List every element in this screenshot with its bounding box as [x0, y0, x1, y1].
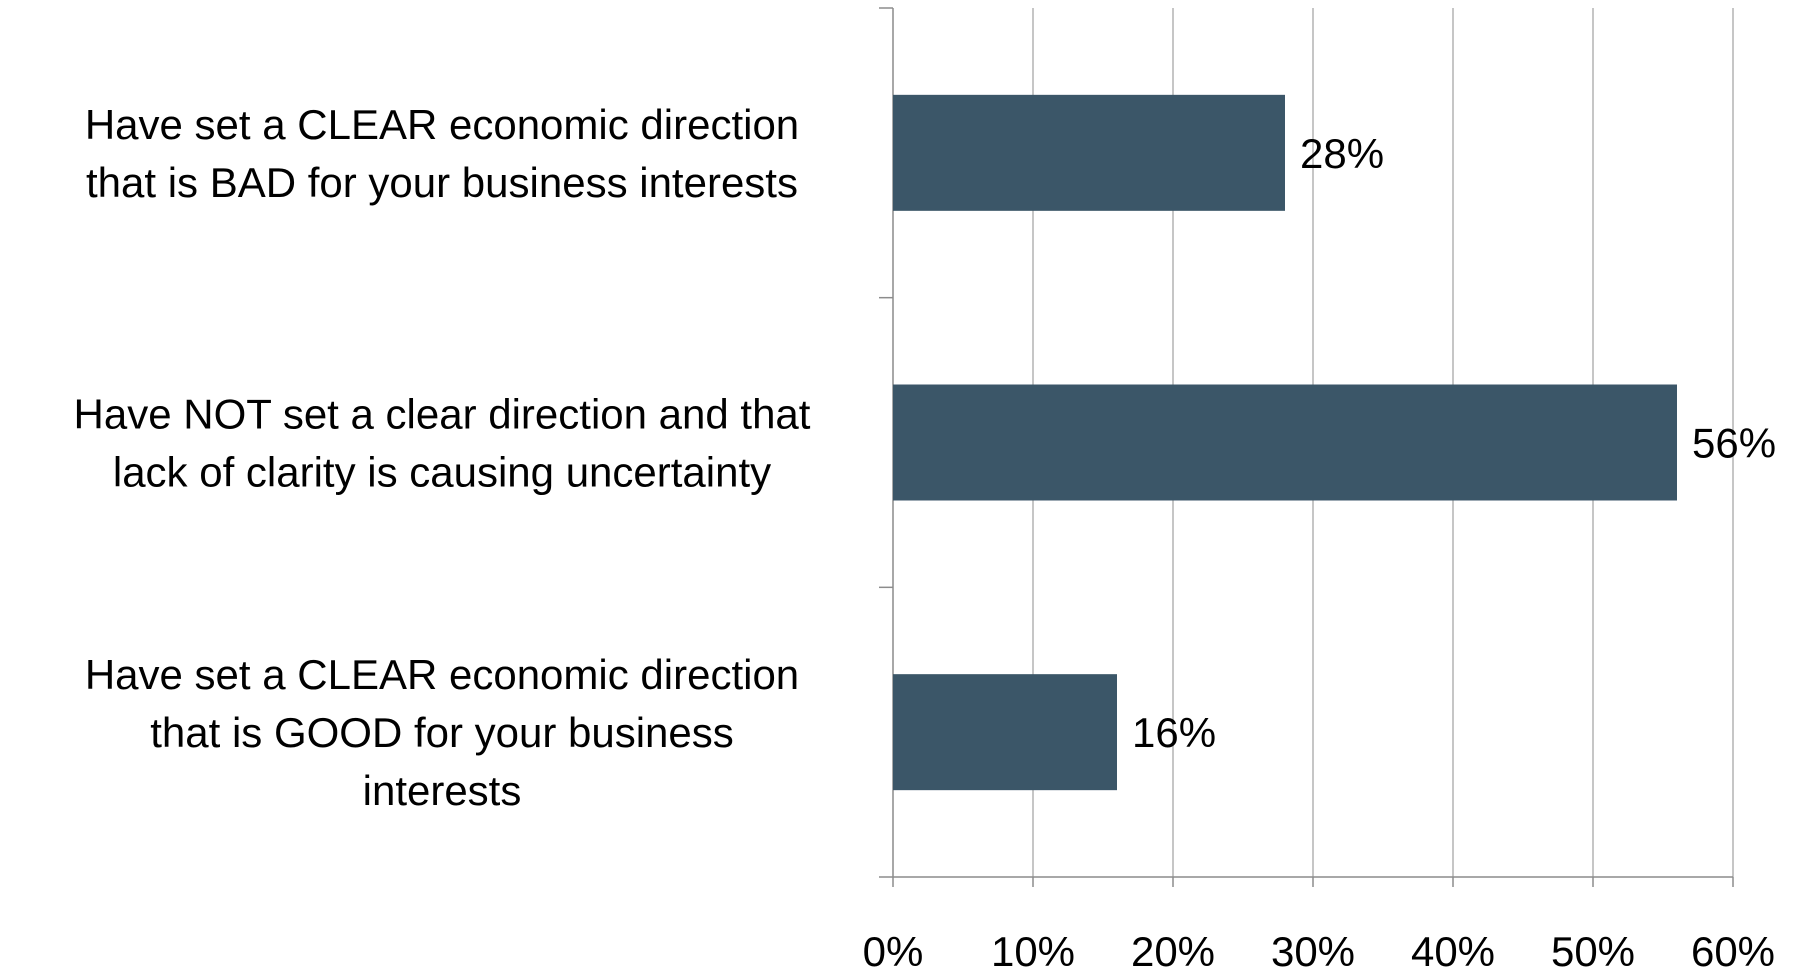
x-tick-label: 10%	[991, 928, 1075, 970]
category-label: Have set a CLEAR economic direction that …	[85, 651, 799, 814]
category-label-line: that is GOOD for your business	[150, 709, 734, 756]
category-label-line: that is BAD for your business interests	[86, 159, 798, 206]
category-labels: Have set a CLEAR economic direction that …	[74, 101, 811, 814]
bar	[893, 384, 1677, 501]
x-tick-label: 30%	[1271, 928, 1355, 970]
x-tick-label: 60%	[1691, 928, 1775, 970]
x-tick-label: 50%	[1551, 928, 1635, 970]
category-label: Have NOT set a clear direction and that l…	[74, 391, 811, 496]
x-tick-label: 0%	[863, 928, 924, 970]
category-label-line: Have set a CLEAR economic direction	[85, 651, 799, 698]
category-label: Have set a CLEAR economic direction that …	[85, 101, 799, 206]
x-tick-labels: 0% 10% 20% 30% 40% 50% 60%	[863, 928, 1775, 970]
data-label: 28%	[1300, 130, 1384, 177]
category-label-line: Have set a CLEAR economic direction	[85, 101, 799, 148]
data-label: 16%	[1132, 709, 1216, 756]
data-labels: 28% 56% 16%	[1132, 130, 1776, 756]
category-label-line: lack of clarity is causing uncertainty	[113, 449, 771, 496]
category-label-line: Have NOT set a clear direction and that	[74, 391, 811, 438]
category-label-line: interests	[363, 767, 522, 814]
bar	[893, 674, 1117, 791]
bars	[893, 94, 1677, 791]
x-tick-label: 20%	[1131, 928, 1215, 970]
data-label: 56%	[1692, 420, 1776, 467]
bar	[893, 94, 1285, 211]
x-tick-label: 40%	[1411, 928, 1495, 970]
